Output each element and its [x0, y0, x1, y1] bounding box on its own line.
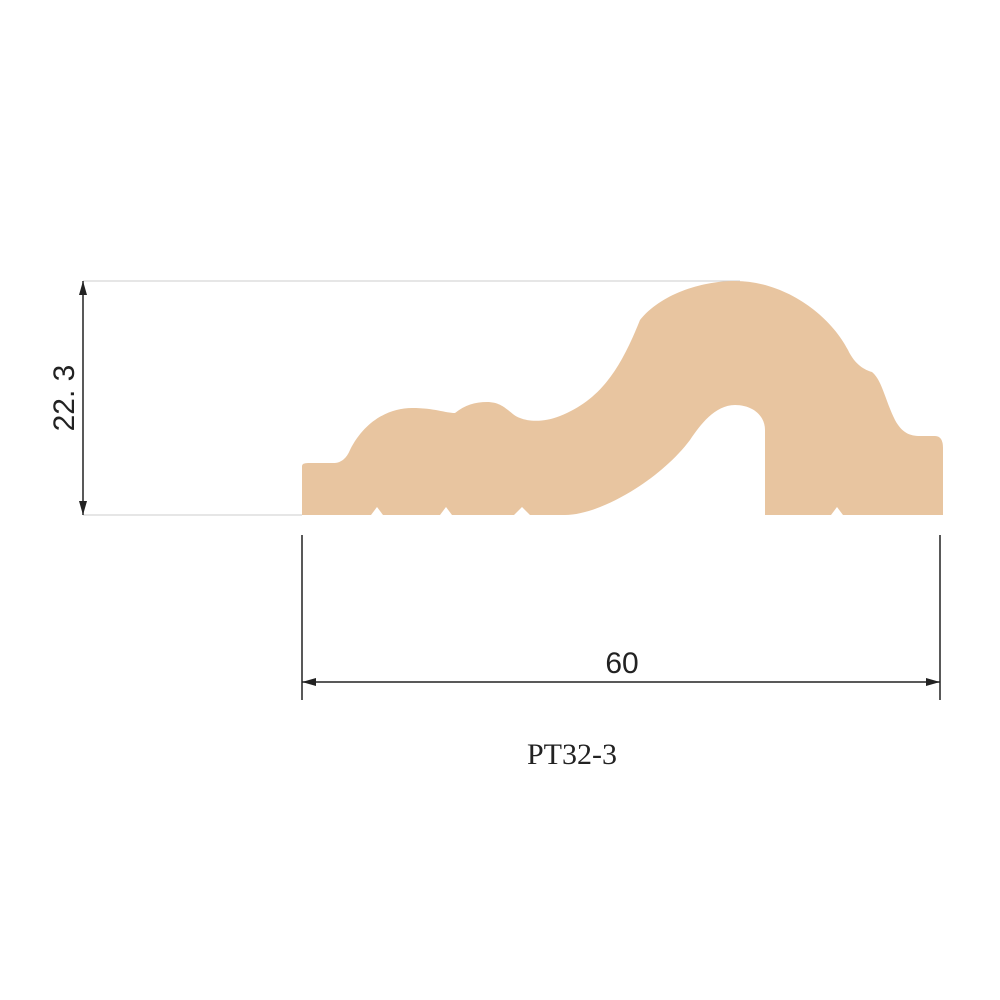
profile-code: PT32-3 — [527, 738, 617, 771]
width-label: 60 — [605, 647, 638, 680]
molding-profile — [302, 281, 943, 515]
height-label: 22. 3 — [48, 365, 81, 432]
